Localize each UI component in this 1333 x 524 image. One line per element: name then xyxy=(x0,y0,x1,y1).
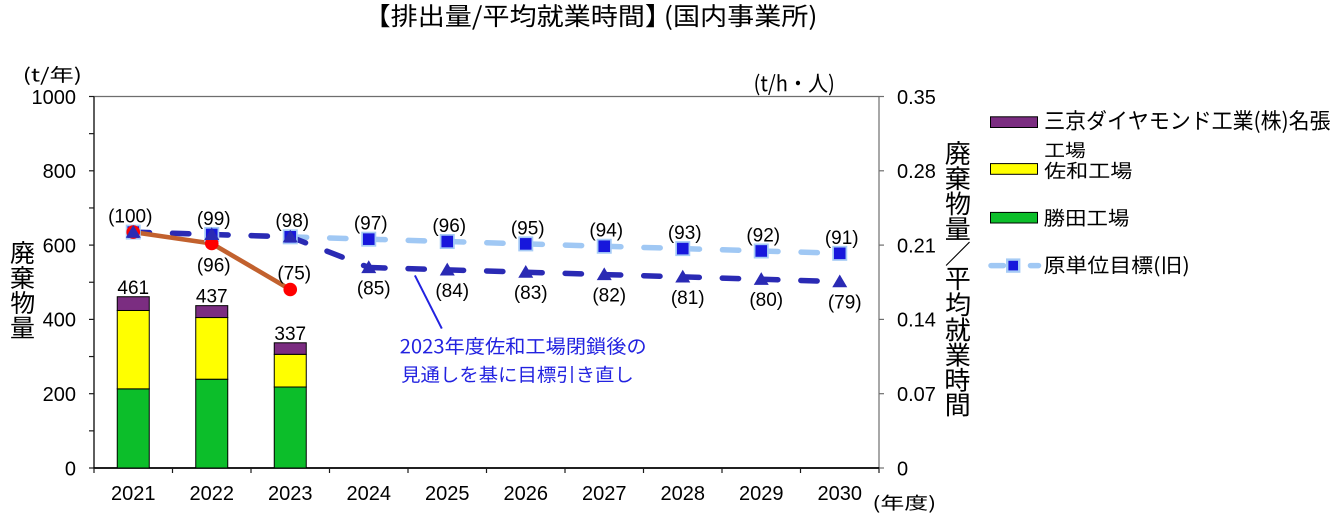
svg-text:(98): (98) xyxy=(275,211,309,232)
svg-text:(81): (81) xyxy=(671,288,705,309)
svg-text:(93): (93) xyxy=(668,223,702,244)
svg-text:(85): (85) xyxy=(357,278,391,299)
svg-text:400: 400 xyxy=(43,310,76,332)
svg-text:600: 600 xyxy=(43,235,76,257)
svg-text:2027: 2027 xyxy=(582,483,627,505)
svg-text:1000: 1000 xyxy=(32,87,77,109)
svg-text:(97): (97) xyxy=(354,214,388,235)
svg-text:2029: 2029 xyxy=(739,483,784,505)
svg-text:0: 0 xyxy=(897,458,908,480)
svg-text:0: 0 xyxy=(65,458,76,480)
svg-text:0.28: 0.28 xyxy=(897,161,936,183)
svg-text:0.07: 0.07 xyxy=(897,384,936,406)
svg-text:200: 200 xyxy=(43,384,76,406)
svg-text:800: 800 xyxy=(43,161,76,183)
svg-text:(94): (94) xyxy=(589,221,623,242)
svg-text:2025: 2025 xyxy=(425,483,470,505)
svg-text:0.14: 0.14 xyxy=(897,310,936,332)
svg-text:2023: 2023 xyxy=(268,483,313,505)
svg-text:0.35: 0.35 xyxy=(897,87,936,109)
svg-text:(92): (92) xyxy=(746,225,780,246)
svg-text:(96): (96) xyxy=(197,255,231,276)
svg-text:(80): (80) xyxy=(749,290,783,311)
svg-text:0.21: 0.21 xyxy=(897,235,936,257)
svg-text:2028: 2028 xyxy=(661,483,706,505)
svg-text:2030: 2030 xyxy=(818,483,863,505)
svg-text:(75): (75) xyxy=(277,263,311,284)
svg-text:(84): (84) xyxy=(435,281,469,302)
svg-text:(82): (82) xyxy=(592,285,626,306)
svg-text:2021: 2021 xyxy=(111,483,156,505)
svg-text:(91): (91) xyxy=(825,228,859,249)
svg-text:437: 437 xyxy=(196,287,228,308)
svg-text:461: 461 xyxy=(117,278,149,299)
svg-text:2024: 2024 xyxy=(347,483,392,505)
svg-text:(96): (96) xyxy=(432,216,466,237)
svg-text:2022: 2022 xyxy=(190,483,235,505)
svg-text:2026: 2026 xyxy=(504,483,549,505)
svg-text:(100): (100) xyxy=(108,207,152,228)
svg-text:(79): (79) xyxy=(828,293,862,314)
svg-text:(99): (99) xyxy=(197,209,231,230)
svg-text:337: 337 xyxy=(274,324,306,345)
svg-text:(95): (95) xyxy=(511,218,545,239)
svg-text:(83): (83) xyxy=(514,283,548,304)
